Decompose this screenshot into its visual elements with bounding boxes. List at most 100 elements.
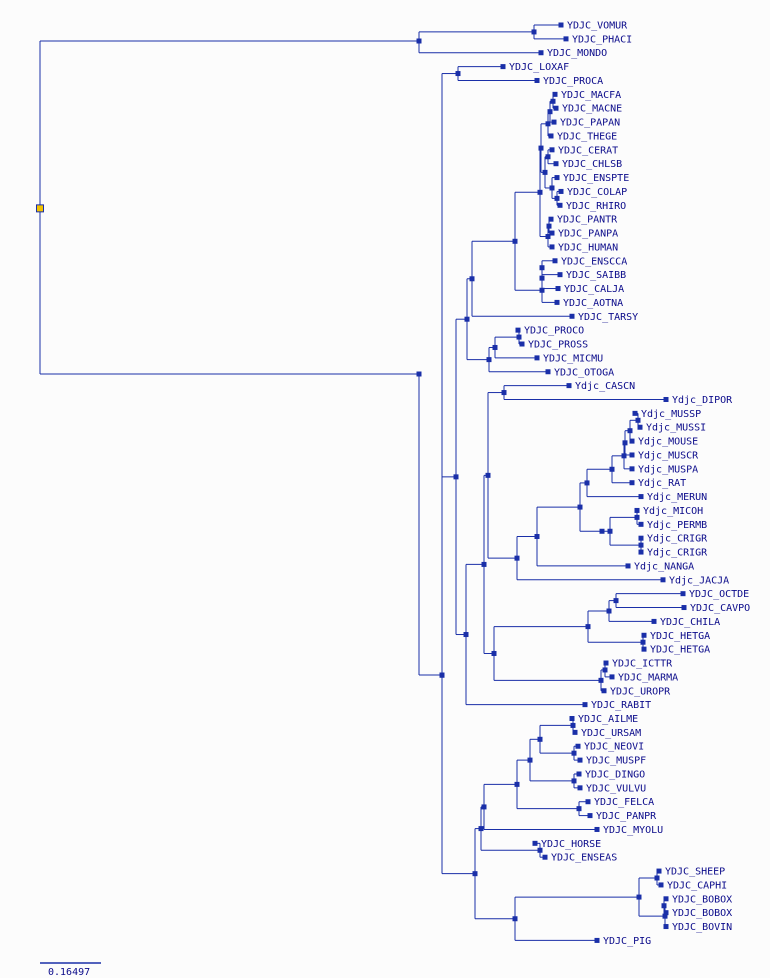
taxon-label: YDJC_CALJA [564,284,624,295]
taxon-label: Ydjc_CASCN [575,381,635,392]
taxon-label: YDJC_PHACI [572,34,632,45]
taxon-label: YDJC_URSAM [581,728,641,739]
taxon-label: YDJC_CHILA [660,617,720,628]
internal-node [621,453,627,459]
internal-node [662,913,668,919]
internal-node [549,185,555,191]
taxon-label: YDJC_HUMAN [558,242,618,253]
leaf-node [594,937,600,943]
taxon-label: YDJC_AILME [578,714,638,725]
leaf-node [629,480,635,486]
leaf-node [549,244,555,250]
taxon-label: YDJC_MYOLU [603,825,663,836]
leaf-node [601,688,607,694]
leaf-node [680,591,686,597]
internal-node [481,804,487,810]
taxon-label: Ydjc_NANGA [634,561,694,572]
internal-node [634,514,640,520]
scale-bar-label: 0.16497 [48,967,90,978]
leaf-node [658,882,664,888]
internal-node [516,334,522,340]
taxon-label: YDJC_RHIRO [566,201,626,212]
leaf-node [629,438,635,444]
internal-node [598,677,604,683]
leaf-node [566,383,572,389]
internal-node [539,265,545,271]
taxon-label: Ydjc_MOUSE [638,437,698,448]
internal-node [416,38,422,44]
taxon-label: Ydjc_CRIGR [647,548,708,559]
internal-node [537,847,543,853]
leaf-node [515,327,521,333]
root-node [36,204,44,213]
taxon-label: Ydjc_CRIGR [647,534,708,545]
taxon-label: YDJC_MUSPF [586,756,646,767]
taxon-label: Ydjc_MUSSP [641,409,701,420]
internal-node [472,871,478,877]
taxon-label: Ydjc_MUSCR [638,450,699,461]
internal-node [485,472,491,478]
taxon-label: YDJC_ICTTR [612,659,673,670]
leaf-node [538,50,544,56]
leaf-node [569,313,575,319]
leaf-node [548,133,554,139]
taxon-label: YDJC_CAPHI [667,880,727,891]
leaf-node [637,424,643,430]
internal-node [539,287,545,293]
leaf-node [554,175,560,181]
leaf-node [552,91,558,97]
taxon-label: YDJC_OTOGA [554,367,614,378]
internal-node [636,894,642,900]
internal-node [545,154,551,160]
leaf-node [585,799,591,805]
leaf-node [577,785,583,791]
taxon-label: YDJC_PROCA [543,76,603,87]
internal-node [577,504,583,510]
internal-node [416,371,422,377]
leaf-node [552,258,558,264]
taxon-label: YDJC_NEOVI [584,742,644,753]
internal-node [514,781,520,787]
taxon-label: YDJC_MICMU [543,353,603,364]
taxon-label: YDJC_BOBOX [672,908,732,919]
internal-node [455,71,461,77]
leaf-node [542,854,548,860]
leaf-node [651,618,657,624]
internal-node [622,440,628,446]
taxon-label: Ydjc_MERUN [647,492,707,503]
taxon-label: YDJC_FELCA [594,797,654,808]
internal-node [512,916,518,922]
leaf-node [549,230,555,236]
internal-node [486,357,492,363]
internal-node [571,750,577,756]
internal-node [661,903,667,909]
internal-node [627,428,633,434]
taxon-label: YDJC_TARSY [578,312,638,323]
taxon-label: YDJC_MACFA [561,90,621,101]
leaf-node [663,896,669,902]
taxon-label: YDJC_BOBOX [672,894,732,905]
internal-node [531,29,537,35]
taxon-label: YDJC_PROCO [524,326,584,337]
leaf-node [587,813,593,819]
internal-node [453,474,459,480]
internal-node [481,561,487,567]
leaf-node [681,605,687,611]
internal-node [546,223,552,229]
leaf-node [534,355,540,361]
internal-node [607,528,613,534]
taxon-label: Ydjc_MICOH [643,506,703,517]
leaf-node [553,105,559,111]
leaf-node [641,646,647,652]
taxon-label: YDJC_BOVIN [672,922,732,933]
leaf-node [519,341,525,347]
leaf-node [563,36,569,42]
taxon-label: YDJC_CERAT [558,145,618,156]
internal-node [463,632,469,638]
internal-node [534,534,540,540]
taxon-label: Ydjc_RAT [638,478,686,489]
leaf-node [629,466,635,472]
leaf-node [603,660,609,666]
taxon-label: YDJC_AOTNA [563,298,623,309]
internal-node [539,275,545,281]
